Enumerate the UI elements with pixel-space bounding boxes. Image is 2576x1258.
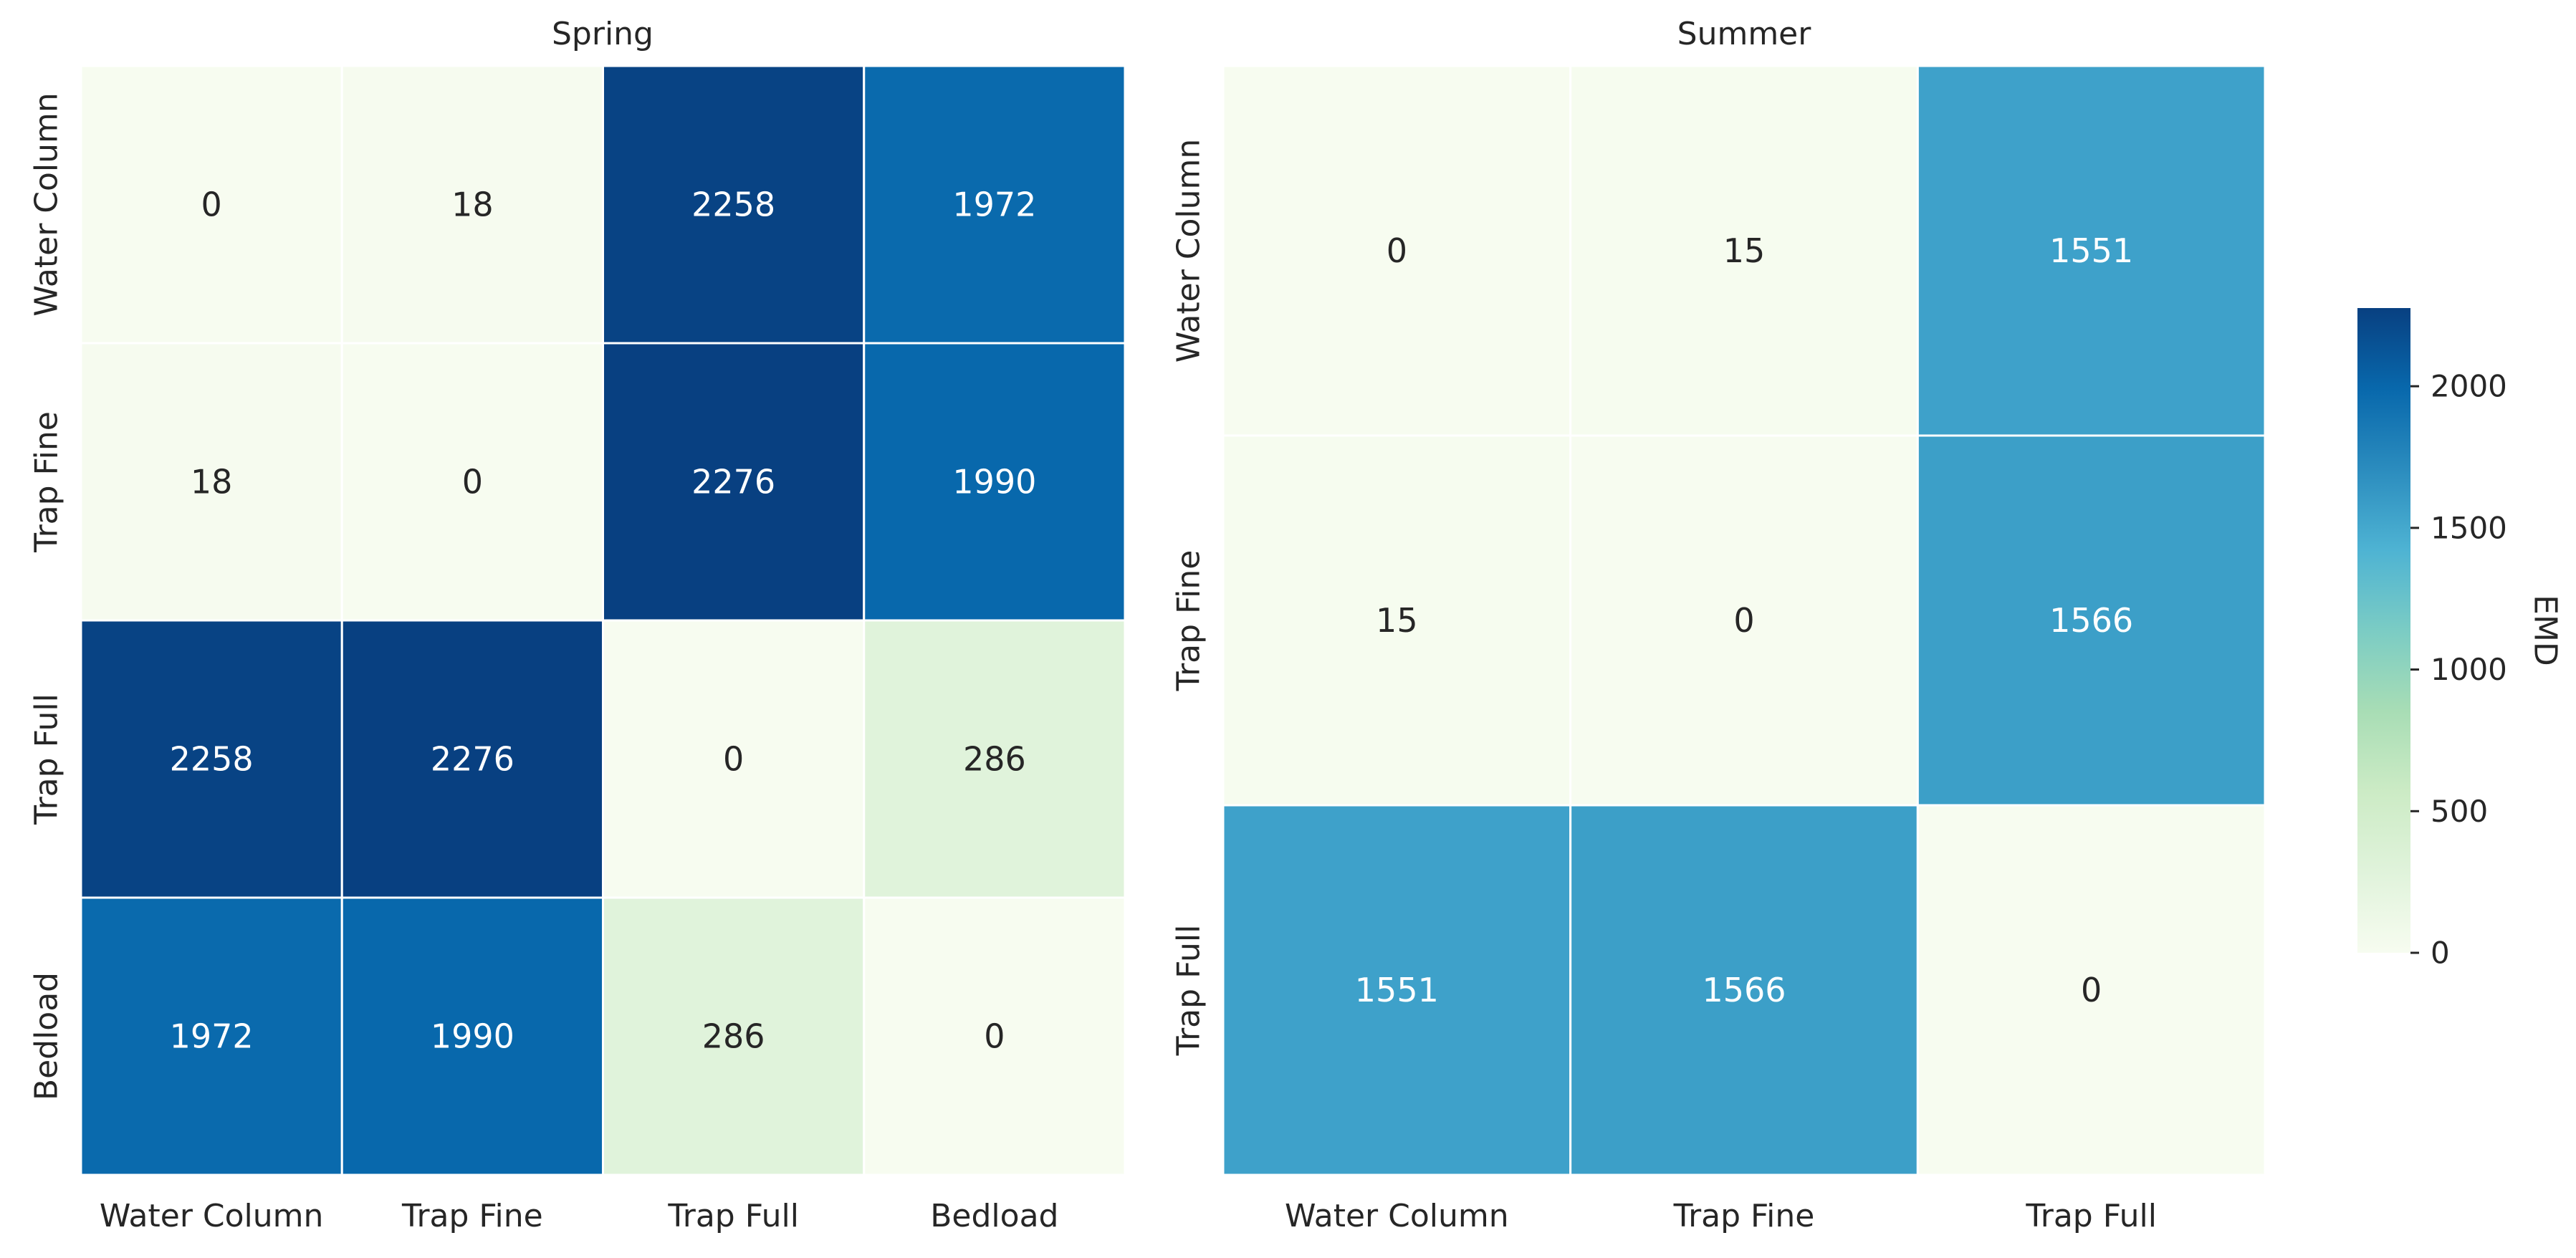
spring-cell-label-r1-c2: 2276 bbox=[691, 463, 775, 501]
spring-cell-label-r3-c3: 0 bbox=[984, 1017, 1005, 1056]
summer-cell-label-r0-c0: 0 bbox=[1387, 231, 1407, 270]
colorbar-label: EMD bbox=[2527, 595, 2564, 666]
spring-cell-r3-c0 bbox=[80, 896, 343, 1176]
summer-cell-r2-c2 bbox=[1916, 804, 2266, 1176]
summer-y-tick-trap-full: Trap Full bbox=[1171, 925, 1207, 1057]
spring-y-tick-bedload: Bedload bbox=[29, 972, 65, 1100]
spring-cell-label-r2-c1: 2276 bbox=[431, 740, 514, 779]
summer-cell-label-r1-c2: 1566 bbox=[2049, 601, 2133, 640]
spring-cell-label-r1-c0: 18 bbox=[191, 463, 233, 501]
summer-cell-r2-c1 bbox=[1569, 804, 1919, 1176]
summer-cell-label-r0-c1: 15 bbox=[1723, 231, 1766, 270]
colorbar-gradient bbox=[2357, 308, 2410, 953]
spring-cell-labels: 0 18 2258 1972 18 0 2276 1990 2258 2276 0 286 1972 19… bbox=[170, 186, 1037, 1056]
summer-y-tick-water-column: Water Column bbox=[1171, 139, 1207, 363]
spring-cell-r0-c3 bbox=[863, 64, 1126, 345]
summer-cell-label-r0-c2: 1551 bbox=[2049, 231, 2133, 270]
summer-x-tick-water-column: Water Column bbox=[1285, 1198, 1509, 1234]
spring-cell-label-r2-c0: 2258 bbox=[170, 740, 254, 779]
summer-y-tick-trap-fine: Trap Fine bbox=[1171, 550, 1207, 692]
spring-cell-r1-c0 bbox=[80, 342, 343, 622]
spring-cell-r1-c3 bbox=[863, 342, 1126, 622]
colorbar-ticks: 0 500 1000 1500 2000 bbox=[2410, 369, 2507, 971]
summer-cell-r0-c2 bbox=[1916, 64, 2266, 437]
colorbar-tick-label-0: 0 bbox=[2431, 936, 2450, 971]
spring-cell-label-r0-c2: 2258 bbox=[691, 186, 775, 224]
spring-cell-label-r3-c0: 1972 bbox=[170, 1017, 254, 1056]
summer-x-tick-trap-fine: Trap Fine bbox=[1673, 1198, 1815, 1234]
spring-cell-label-r3-c2: 286 bbox=[702, 1017, 765, 1056]
summer-cell-r0-c1 bbox=[1569, 64, 1919, 437]
spring-cell-label-r0-c0: 0 bbox=[201, 186, 221, 224]
summer-cell-label-r2-c2: 0 bbox=[2081, 971, 2102, 1009]
spring-cells bbox=[80, 64, 1126, 1176]
summer-cell-r1-c0 bbox=[1222, 434, 1572, 807]
spring-cell-r2-c1 bbox=[340, 619, 604, 899]
summer-cell-label-r1-c0: 15 bbox=[1376, 601, 1418, 640]
colorbar-tick-label-2000: 2000 bbox=[2431, 369, 2507, 404]
summer-y-tick-labels: Water Column Trap Fine Trap Full bbox=[1171, 139, 1207, 1057]
spring-cell-r0-c1 bbox=[340, 64, 604, 345]
summer-x-tick-trap-full: Trap Full bbox=[2025, 1198, 2157, 1234]
summer-cell-labels: 0 15 1551 15 0 1566 1551 1566 0 bbox=[1355, 231, 2133, 1009]
colorbar-tick-label-1500: 1500 bbox=[2431, 510, 2507, 545]
summer-cell-label-r2-c1: 1566 bbox=[1702, 971, 1786, 1009]
spring-cell-label-r0-c3: 1972 bbox=[952, 186, 1036, 224]
spring-cell-r2-c3 bbox=[863, 619, 1126, 899]
spring-x-tick-bedload: Bedload bbox=[930, 1198, 1058, 1234]
spring-cell-label-r1-c3: 1990 bbox=[952, 463, 1036, 501]
summer-x-tick-labels: Water Column Trap Fine Trap Full bbox=[1285, 1198, 2157, 1234]
spring-title: Spring bbox=[552, 16, 653, 52]
spring-cell-r3-c1 bbox=[340, 896, 604, 1176]
spring-cell-r3-c3 bbox=[863, 896, 1126, 1176]
spring-cell-label-r1-c1: 0 bbox=[462, 463, 483, 501]
spring-y-tick-trap-fine: Trap Fine bbox=[29, 411, 65, 553]
spring-cell-label-r2-c2: 0 bbox=[723, 740, 744, 779]
spring-x-tick-labels: Water Column Trap Fine Trap Full Bedload bbox=[100, 1198, 1059, 1234]
spring-y-tick-water-column: Water Column bbox=[29, 92, 65, 317]
summer-cell-r1-c2 bbox=[1916, 434, 2266, 807]
summer-cell-label-r1-c1: 0 bbox=[1733, 601, 1754, 640]
spring-cell-label-r0-c1: 18 bbox=[451, 186, 494, 224]
summer-cell-r0-c0 bbox=[1222, 64, 1572, 437]
summer-cell-r1-c1 bbox=[1569, 434, 1919, 807]
spring-x-tick-trap-full: Trap Full bbox=[667, 1198, 799, 1234]
spring-cell-label-r2-c3: 286 bbox=[963, 740, 1026, 779]
summer-cell-label-r2-c0: 1551 bbox=[1355, 971, 1439, 1009]
spring-cell-r0-c2 bbox=[602, 64, 866, 345]
spring-x-tick-trap-fine: Trap Fine bbox=[401, 1198, 543, 1234]
spring-y-tick-trap-full: Trap Full bbox=[29, 693, 65, 825]
colorbar: 0 500 1000 1500 2000 EMD bbox=[2357, 308, 2564, 971]
colorbar-tick-label-500: 500 bbox=[2431, 794, 2488, 829]
spring-cell-r1-c1 bbox=[340, 342, 604, 622]
summer-cells bbox=[1222, 64, 2266, 1176]
spring-cell-label-r3-c1: 1990 bbox=[431, 1017, 514, 1056]
summer-cell-r2-c0 bbox=[1222, 804, 1572, 1176]
spring-cell-r3-c2 bbox=[602, 896, 866, 1176]
summer-title: Summer bbox=[1677, 16, 1812, 52]
summer-heatmap: Summer 0 15 1551 15 0 1566 1551 1566 0 Water Col… bbox=[1171, 16, 2266, 1234]
spring-x-tick-water-column: Water Column bbox=[100, 1198, 324, 1234]
spring-y-tick-labels: Water Column Trap Fine Trap Full Bedload bbox=[29, 92, 65, 1100]
spring-heatmap: Spring 0 18 2258 1972 18 0 2276 1990 2258 2276 0 28… bbox=[29, 16, 1126, 1234]
colorbar-tick-label-1000: 1000 bbox=[2431, 652, 2507, 687]
spring-cell-r0-c0 bbox=[80, 64, 343, 345]
